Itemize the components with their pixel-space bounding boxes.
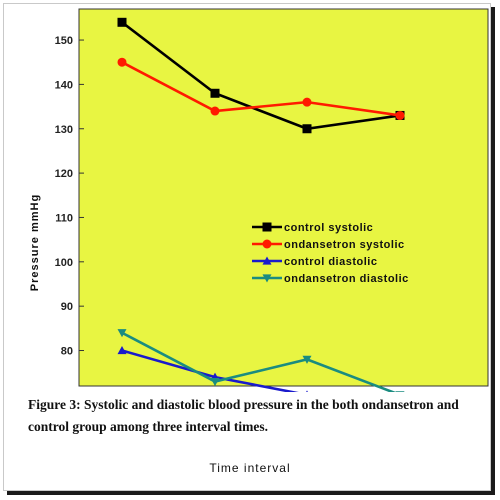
data-point [210,377,220,387]
y-tick-label: 80 [61,346,73,358]
legend-label: control diastolic [284,256,377,268]
y-tick-label: 140 [55,79,73,91]
y-tick-label: 100 [55,257,73,269]
data-point [210,88,220,98]
data-point [302,355,312,364]
legend-item: control diastolic [252,256,377,268]
y-tick-label: 120 [55,168,73,180]
series-layer [117,17,405,400]
x-axis-label: Time interval [209,461,291,475]
y-tick-label: 150 [55,35,73,47]
plot-area [78,8,489,387]
legend-item: ondansetron diastolic [252,273,409,285]
y-axis-label: Pressure mmHg [29,194,41,291]
legend-item: control systolic [252,222,373,234]
y-tick-label: 130 [55,124,73,136]
legend-swatch-marker [262,256,272,265]
y-tick-label: 90 [61,301,73,313]
data-point [302,97,312,107]
legend-label: ondansetron diastolic [284,273,409,285]
y-axis-ticks: 80 90 100 110 120 130 140 150 [55,35,84,358]
legend-item: ondansetron systolic [252,239,405,251]
legend-swatch-marker [262,274,272,283]
data-point [117,346,127,355]
legend-label: ondansetron systolic [284,239,405,251]
series-line [121,21,401,131]
legend-label: control systolic [284,222,373,234]
data-point [210,106,220,116]
series-ondansetron-diastolic [117,329,405,400]
series-line [121,331,401,397]
figure-caption: Figure 3: Systolic and diastolic blood p… [20,392,490,442]
legend-swatch-marker [262,222,272,232]
data-point [117,57,127,67]
data-point [117,17,127,27]
legend-swatch-marker [262,239,272,249]
data-point [117,329,127,338]
legend: control systolic ondansetron systolic cont… [252,222,409,285]
series-line [121,61,401,117]
data-point [395,110,405,120]
data-point [302,124,312,134]
y-tick-label: 110 [55,212,73,224]
series-ondansetron-systolic [117,57,405,120]
